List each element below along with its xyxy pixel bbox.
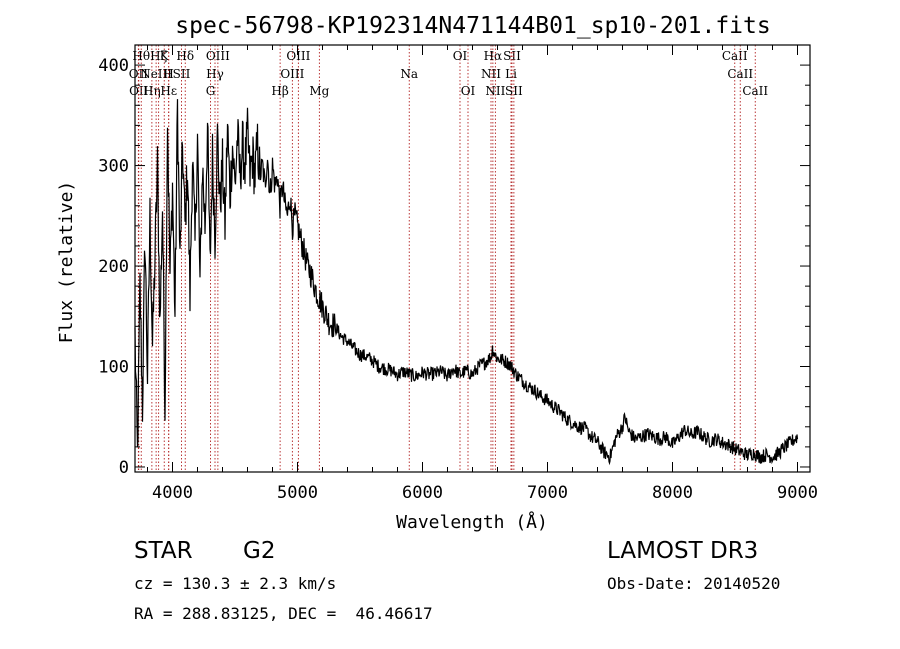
x-tick-label: 8000: [652, 483, 693, 503]
x-tick-label: 9000: [777, 483, 818, 503]
y-tick-label: 300: [98, 157, 129, 177]
object-class: STAR: [134, 538, 193, 564]
emission-line-markers: OIIOIIHθHηNeIIIHζKHHεSIIHδGHγOIIIHβOIIIO…: [129, 45, 768, 472]
line-label: OI: [453, 49, 468, 63]
line-label: G: [206, 84, 216, 98]
y-tick-label: 0: [119, 458, 129, 478]
object-subclass: G2: [243, 538, 276, 564]
spectrum-chart: spec-56798-KP192314N471144B01_sp10-201.f…: [56, 13, 818, 533]
observation-date: Obs-Date: 20140520: [607, 574, 781, 593]
line-label: SII: [505, 84, 523, 98]
line-label: OIII: [206, 49, 230, 63]
line-label: Hα: [484, 49, 503, 63]
line-label: SII: [503, 49, 521, 63]
line-label: NII: [481, 67, 501, 81]
line-label: CaII: [727, 67, 753, 81]
redshift-cz: cz = 130.3 ± 2.3 km/s: [134, 574, 337, 593]
line-label: Hζ: [150, 49, 167, 63]
line-label: Na: [400, 67, 418, 81]
y-tick-label: 200: [98, 257, 129, 277]
x-tick-label: 6000: [402, 483, 443, 503]
line-label: NII: [485, 84, 505, 98]
y-axis-label: Flux (relative): [56, 181, 77, 344]
x-axis-label: Wavelength (Å): [396, 511, 548, 533]
line-label: Hε: [160, 84, 177, 98]
line-label: OIII: [280, 67, 304, 81]
line-label: Hδ: [176, 49, 194, 63]
line-label: CaII: [722, 49, 748, 63]
axes: 4000 5000 6000 7000 8000 9000 0 100 200 300 400: [98, 44, 818, 503]
chart-title: spec-56798-KP192314N471144B01_sp10-201.f…: [175, 13, 770, 39]
line-label: Mg: [309, 84, 329, 98]
line-label: Hβ: [271, 84, 288, 98]
line-label: Hγ: [206, 67, 224, 81]
x-tick-label: 4000: [152, 483, 193, 503]
spectrum-line: [134, 99, 799, 466]
line-label: SII: [173, 67, 191, 81]
line-label: OII: [129, 84, 149, 98]
line-label: CaII: [742, 84, 768, 98]
survey-name: LAMOST DR3: [607, 538, 759, 564]
line-label: OI: [461, 84, 476, 98]
x-tick-label: 5000: [277, 483, 318, 503]
plot-frame: [134, 44, 811, 473]
line-label: OIII: [286, 49, 310, 63]
x-tick-label: 7000: [527, 483, 568, 503]
line-label: Hθ: [132, 49, 150, 63]
line-label: Hη: [143, 84, 161, 98]
coordinates: RA = 288.83125, DEC = 46.46617: [134, 604, 433, 623]
line-label: K: [160, 49, 170, 63]
line-label: Li: [505, 67, 517, 81]
y-tick-label: 400: [98, 56, 129, 76]
y-tick-label: 100: [98, 358, 129, 378]
